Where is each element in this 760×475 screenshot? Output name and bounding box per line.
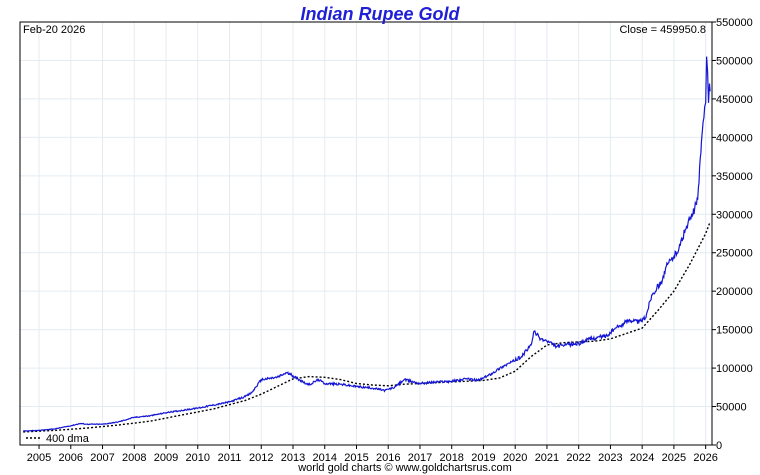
y-tick-label: 250000 — [716, 248, 753, 260]
x-tick-label: 2014 — [312, 452, 336, 464]
y-tick-label: 200000 — [716, 286, 753, 298]
date-label: Feb-20 2026 — [23, 24, 85, 36]
x-tick-label: 2023 — [598, 452, 622, 464]
y-tick-label: 100000 — [716, 363, 753, 375]
plot-frame — [19, 21, 713, 446]
x-tick-label: 2006 — [59, 452, 83, 464]
x-axis: 2005 2006 2007 2008 2009 2010 2011 2012 2013 2014… — [27, 445, 718, 464]
gold-series-line — [22, 56, 711, 432]
y-tick-label: 450000 — [716, 94, 753, 106]
legend-dma-label: 400 dma — [46, 433, 90, 445]
grid — [20, 21, 712, 446]
x-tick-label: 2026 — [693, 452, 717, 464]
y-tick-label: 500000 — [716, 55, 753, 67]
chart-title: Indian Rupee Gold — [300, 4, 460, 24]
x-tick-label: 2020 — [503, 452, 527, 464]
x-tick-label: 2019 — [471, 452, 495, 464]
x-tick-label: 2011 — [218, 452, 242, 464]
x-tick-label: 2008 — [122, 452, 146, 464]
y-tick-label: 150000 — [716, 325, 753, 337]
x-tick-label: 2005 — [27, 452, 51, 464]
y-tick-label: 0 — [716, 440, 722, 452]
close-label: Close = 459950.8 — [619, 24, 706, 36]
x-tick-label: 2018 — [439, 452, 463, 464]
dma-series-line — [23, 221, 711, 433]
x-tick-label: 2021 — [535, 452, 559, 464]
legend: 400 dma — [26, 433, 90, 445]
y-tick-label: 550000 — [716, 17, 753, 29]
y-tick-label: 400000 — [716, 132, 753, 144]
x-tick-label: 2009 — [154, 452, 178, 464]
y-tick-label: 300000 — [716, 209, 753, 221]
y-tick-label: 50000 — [716, 402, 747, 414]
x-tick-label: 2010 — [186, 452, 210, 464]
x-tick-label: 2022 — [566, 452, 590, 464]
x-tick-label: 2017 — [408, 452, 432, 464]
x-tick-label: 2024 — [630, 452, 654, 464]
x-tick-label: 2013 — [281, 452, 305, 464]
y-axis: 0 50000 100000 150000 200000 250000 300000 3500… — [712, 17, 753, 452]
y-tick-label: 350000 — [716, 171, 753, 183]
x-tick-label: 2015 — [344, 452, 368, 464]
credit-text: world gold charts © www.goldchartsrus.co… — [297, 462, 512, 474]
x-tick-label: 2016 — [376, 452, 400, 464]
x-tick-label: 2007 — [90, 452, 114, 464]
x-tick-label: 2012 — [249, 452, 273, 464]
x-tick-label: 2025 — [662, 452, 686, 464]
